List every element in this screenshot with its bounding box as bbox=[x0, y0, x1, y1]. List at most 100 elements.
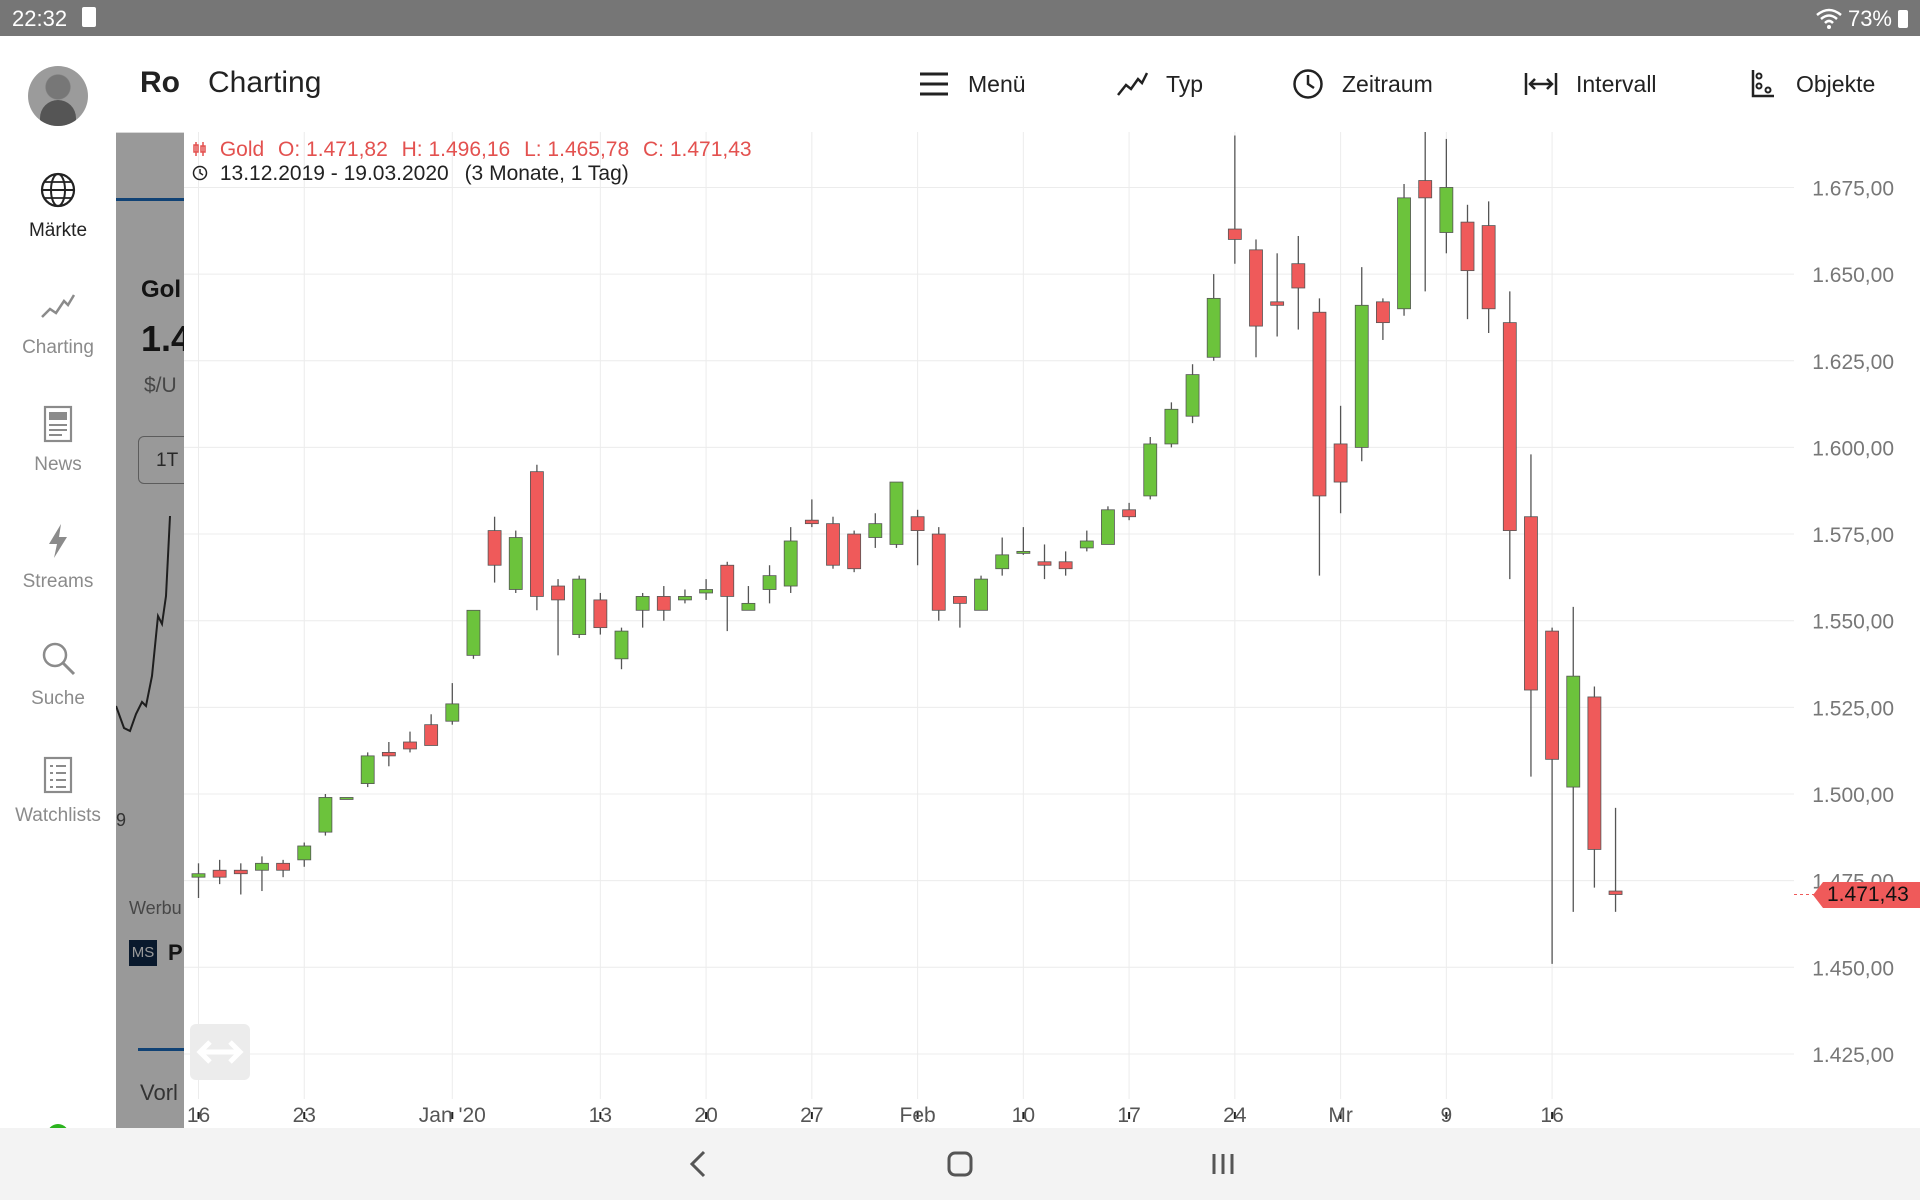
y-tick-label: 1.550,00 bbox=[1812, 611, 1894, 634]
sidebar-item-watchlists[interactable]: Watchlists bbox=[0, 755, 116, 827]
candle-body bbox=[762, 575, 777, 590]
underlay-instrument: Gol bbox=[141, 276, 181, 303]
interval-button[interactable]: Intervall bbox=[1524, 64, 1657, 104]
ohlc-high: H: 1.496,16 bbox=[401, 138, 511, 161]
candle-body bbox=[868, 523, 883, 538]
x-tick-label: 9 bbox=[1441, 1104, 1453, 1127]
candle-body bbox=[233, 869, 248, 875]
candle-body bbox=[699, 589, 713, 594]
y-tick-label: 1.600,00 bbox=[1812, 437, 1894, 460]
recent-apps-icon[interactable] bbox=[1208, 1148, 1238, 1180]
candle-body bbox=[1227, 228, 1242, 240]
objects-label: Objekte bbox=[1796, 70, 1876, 97]
candle-body bbox=[1608, 890, 1623, 895]
candle-body bbox=[276, 862, 290, 871]
underlay-period-label: 1T bbox=[156, 450, 179, 471]
date-range-text: 13.12.2019 - 19.03.2020 bbox=[219, 162, 449, 185]
candle-body bbox=[1397, 197, 1411, 310]
candle-body bbox=[1079, 540, 1094, 549]
x-tick-label: 24 bbox=[1223, 1104, 1247, 1127]
candle-body bbox=[847, 533, 862, 570]
candle-body bbox=[551, 585, 565, 601]
candle-body bbox=[656, 596, 671, 611]
sidebar-item-label: Streams bbox=[22, 571, 94, 592]
sidebar: Märkte Charting News Streams Suche Watch… bbox=[0, 36, 117, 1146]
chart-panel[interactable]: 1.425,001.450,001.475,001.500,001.525,00… bbox=[184, 132, 1920, 1128]
objects-button[interactable]: Objekte bbox=[1748, 64, 1875, 104]
battery-icon bbox=[1898, 10, 1908, 28]
candle-body bbox=[1143, 443, 1158, 497]
candle-body bbox=[1270, 301, 1285, 306]
candle-body bbox=[1016, 550, 1031, 554]
x-tick-label: 13 bbox=[589, 1104, 612, 1127]
chart-pan-handle[interactable] bbox=[190, 1024, 250, 1080]
candle-body bbox=[1333, 443, 1348, 483]
y-tick-label: 1.425,00 bbox=[1812, 1044, 1894, 1067]
sidebar-item-maerkte[interactable]: Märkte bbox=[0, 170, 116, 242]
candle-body bbox=[1460, 221, 1475, 272]
type-button[interactable]: Typ bbox=[1116, 64, 1203, 104]
status-bar: 22:32 73% bbox=[0, 0, 1920, 36]
candle-body bbox=[974, 578, 988, 611]
back-icon[interactable] bbox=[684, 1148, 714, 1180]
date-range-detail: (3 Monate, 1 Tag) bbox=[464, 162, 629, 185]
ohlc-open: O: 1.471,82 bbox=[278, 138, 388, 161]
period-button[interactable]: Zeitraum bbox=[1292, 64, 1433, 104]
candlestick-chart[interactable]: 1.425,001.450,001.475,001.500,001.525,00… bbox=[184, 132, 1920, 1128]
dim-overlay bbox=[116, 132, 184, 1128]
candle-body bbox=[1312, 311, 1327, 497]
period-label: Zeitraum bbox=[1342, 70, 1433, 97]
sidebar-item-streams[interactable]: Streams bbox=[0, 521, 116, 593]
candle-body bbox=[995, 554, 1010, 570]
wifi-icon bbox=[1816, 8, 1842, 29]
candle-body bbox=[1354, 304, 1369, 448]
page-title: Charting bbox=[208, 66, 322, 99]
candle-body bbox=[1291, 263, 1306, 289]
underlay-unit: $/U bbox=[144, 374, 177, 397]
sidebar-item-label: Märkte bbox=[28, 220, 88, 241]
current-price: 1.471,43 bbox=[1827, 883, 1909, 906]
underlay-mini-chart bbox=[116, 515, 171, 733]
x-tick-label: Mr bbox=[1328, 1104, 1353, 1127]
underlay-axis-label: 9 bbox=[116, 810, 127, 830]
candle-body bbox=[1249, 249, 1263, 327]
sd-card-icon bbox=[82, 7, 96, 27]
newspaper-icon bbox=[43, 405, 73, 443]
menu-button[interactable]: Menü bbox=[918, 64, 1026, 104]
candle-body bbox=[1164, 408, 1179, 445]
ohlc-close: C: 1.471,43 bbox=[643, 138, 752, 161]
sidebar-item-label: News bbox=[34, 454, 82, 475]
ohlc-legend: Gold O: 1.471,82 H: 1.496,16 L: 1.465,78… bbox=[192, 138, 760, 162]
sidebar-item-suche[interactable]: Suche bbox=[0, 638, 116, 710]
date-range: 13.12.2019 - 19.03.2020 (3 Monate, 1 Tag… bbox=[192, 162, 629, 186]
candle-body bbox=[381, 752, 396, 757]
candle-body bbox=[741, 602, 756, 611]
globe-icon bbox=[40, 172, 76, 208]
sidebar-item-news[interactable]: News bbox=[0, 404, 116, 476]
x-tick-label: 16 bbox=[187, 1104, 210, 1127]
x-tick-label: 16 bbox=[1540, 1104, 1563, 1127]
background-page: Gol 1.4 $/U 1T 9 Werbu MS P Vorl bbox=[116, 36, 184, 1128]
candle-body bbox=[889, 481, 904, 545]
candle-body bbox=[1545, 630, 1559, 760]
sidebar-item-charting[interactable]: Charting bbox=[0, 287, 116, 359]
home-icon[interactable] bbox=[944, 1148, 976, 1180]
candle-body bbox=[1439, 187, 1454, 233]
underlay-ad-label: Werbu bbox=[129, 898, 182, 918]
clock-icon bbox=[1293, 69, 1323, 99]
candle-body bbox=[678, 596, 692, 601]
candle-body bbox=[931, 533, 946, 611]
avatar[interactable] bbox=[28, 66, 88, 126]
ohlc-instrument: Gold bbox=[219, 138, 265, 161]
candle-body bbox=[508, 537, 523, 590]
y-tick-label: 1.625,00 bbox=[1812, 351, 1894, 374]
chart-header-toolbar: Rol Charting Menü Typ Zeitraum Intervall… bbox=[116, 36, 1920, 133]
underlay-footer-text: Vorl bbox=[140, 1080, 178, 1105]
y-tick-label: 1.450,00 bbox=[1812, 957, 1894, 980]
candle-body bbox=[212, 869, 227, 878]
sidebar-item-label: Watchlists bbox=[15, 805, 101, 826]
current-price-tag: 1.471,43 bbox=[1813, 882, 1920, 908]
candle-body bbox=[191, 873, 206, 878]
hamburger-menu-icon bbox=[920, 72, 948, 96]
candle-body bbox=[1185, 374, 1200, 417]
